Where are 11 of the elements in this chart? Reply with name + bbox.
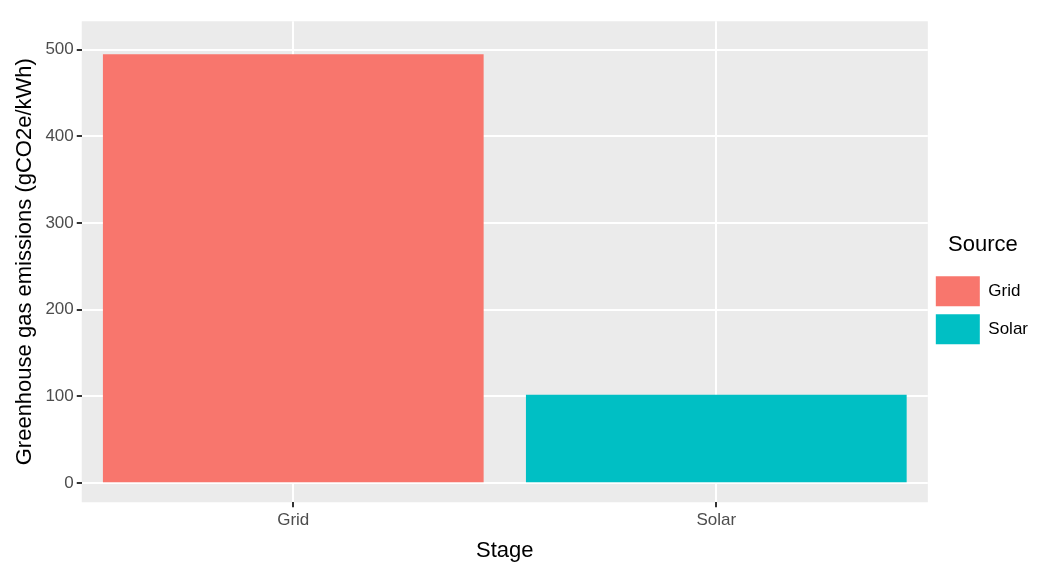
legend-label: Grid	[988, 280, 1021, 300]
legend-title: Source	[948, 230, 1018, 256]
y-tick-label: 0	[64, 472, 74, 492]
y-tick-label: 100	[45, 386, 74, 406]
y-axis-title: Greenhouse gas emissions (gCO2e/kWh)	[11, 58, 37, 466]
y-tick-label: 200	[45, 299, 74, 319]
y-tick-label: 400	[45, 126, 74, 146]
legend-label: Solar	[988, 318, 1029, 338]
y-tick-label: 300	[45, 212, 74, 232]
y-tick-label: 500	[45, 39, 74, 59]
x-axis-title: Stage	[476, 536, 534, 562]
